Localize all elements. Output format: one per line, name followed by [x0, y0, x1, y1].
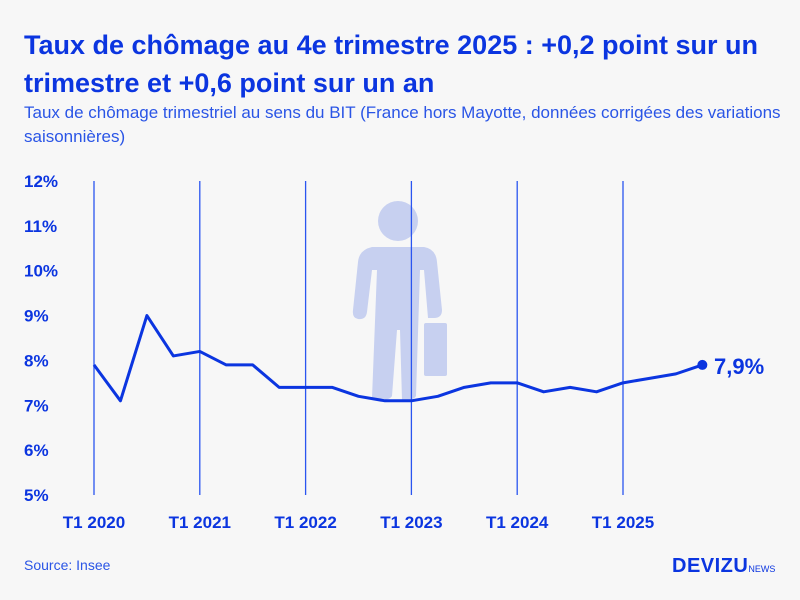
x-tick-label: T1 2023 — [380, 513, 442, 532]
y-tick-label: 6% — [24, 441, 49, 460]
x-tick-label: T1 2020 — [63, 513, 125, 532]
figure-illustration — [352, 201, 447, 400]
logo: DEVIZUNEWS — [672, 555, 775, 578]
series-line — [92, 314, 703, 403]
y-tick-label: 9% — [24, 307, 49, 326]
data-point — [697, 359, 708, 370]
y-tick-label: 12% — [24, 172, 58, 191]
x-tick-label: T1 2025 — [592, 513, 654, 532]
last-value-label: 7,9% — [714, 354, 764, 379]
y-tick-label: 10% — [24, 262, 58, 281]
logo-suffix: NEWS — [748, 564, 776, 574]
chart-title: Taux de chômage au 4e trimestre 2025 : +… — [24, 30, 758, 98]
y-tick-label: 5% — [24, 486, 49, 505]
y-tick-label: 8% — [24, 351, 49, 370]
x-tick-label: T1 2021 — [169, 513, 231, 532]
x-tick-label: T1 2022 — [274, 513, 336, 532]
logo-main: DEVIZU — [672, 555, 749, 577]
y-tick-label: 11% — [24, 217, 57, 236]
y-tick-label: 7% — [24, 396, 49, 415]
x-tick-label: T1 2024 — [486, 513, 549, 532]
source-note: Source: Insee — [24, 557, 111, 573]
chart-subtitle: Taux de chômage trimestriel au sens du B… — [24, 103, 781, 146]
